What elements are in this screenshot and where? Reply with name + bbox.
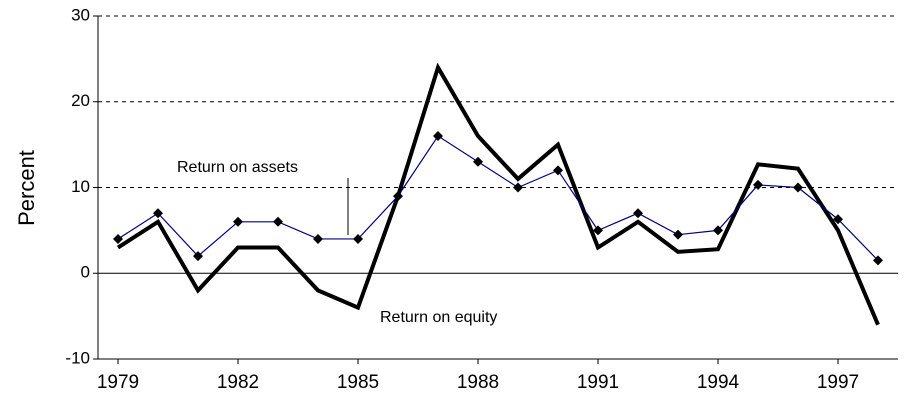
marker	[713, 225, 723, 236]
marker	[833, 214, 843, 225]
marker	[513, 182, 523, 193]
marker	[353, 233, 363, 244]
series-line	[116, 62, 880, 326]
marker	[313, 233, 323, 244]
marker	[673, 229, 683, 240]
marker	[753, 179, 763, 190]
marker	[113, 233, 123, 244]
marker	[793, 182, 803, 193]
marker	[153, 208, 163, 219]
marker	[873, 255, 883, 266]
x-tick-label: 1985	[337, 372, 379, 393]
x-tick-label: 1994	[697, 372, 740, 393]
annotation: Return on equity	[380, 309, 497, 326]
x-tick-label: 1997	[817, 372, 859, 393]
x-tick-label: 1979	[97, 372, 139, 393]
marker	[233, 216, 243, 227]
marker	[433, 131, 443, 142]
x-tick-label: 1988	[457, 372, 499, 393]
y-tick-label: 10	[71, 177, 90, 196]
y-tick-label: 20	[71, 91, 90, 110]
series-line	[117, 135, 879, 261]
y-tick-label: 30	[71, 5, 90, 24]
x-tick-label: 1982	[217, 372, 259, 393]
marker	[193, 251, 203, 262]
marker	[473, 156, 483, 167]
annotation: Return on assets	[177, 159, 298, 176]
marker	[593, 225, 603, 236]
x-tick-label: 1991	[577, 372, 619, 393]
marker	[553, 165, 563, 176]
marker	[273, 216, 283, 227]
marker	[393, 191, 403, 202]
y-axis-label: Percent	[14, 150, 39, 226]
marker	[633, 208, 643, 219]
y-tick-label: 0	[81, 263, 90, 282]
y-tick-label: -10	[65, 348, 90, 367]
